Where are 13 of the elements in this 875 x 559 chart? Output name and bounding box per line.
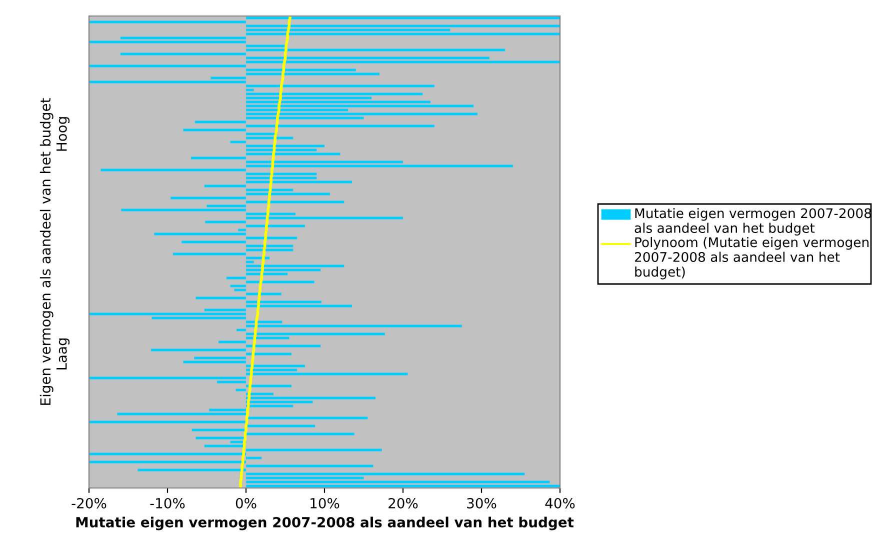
x-tick-label: 40% [545,498,575,508]
x-tick-label: 10% [310,498,340,508]
x-tick-label: 0% [236,498,256,508]
y-tick-label: Hoog [56,117,70,151]
x-tick-label: -10% [150,498,185,508]
x-tick-label: -20% [72,498,106,508]
x-axis-title: Mutatie eigen vermogen 2007-2008 als aandeel van het budget [76,516,574,530]
y-tick-label: Laag [56,338,70,370]
legend-label: Mutatie eigen vermogen 2007-2008 als aandeel van het budget [634,208,872,236]
y-axis-title: Eigen vermogen als aandeel van het budget [40,98,54,405]
legend-label: Polynoom (Mutatie eigen vermogen 2007-2008 als aandeel van het budget) [634,237,868,280]
x-tick-label: 20% [388,498,418,508]
x-tick-label: 30% [467,498,496,508]
